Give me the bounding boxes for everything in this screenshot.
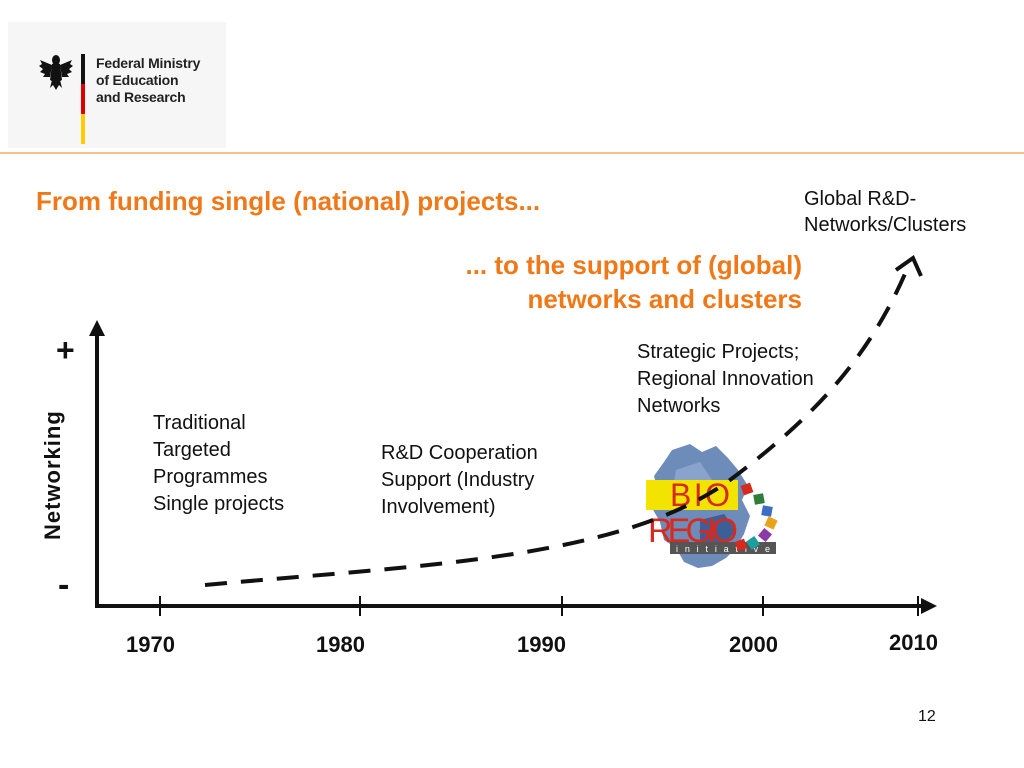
heading-to-networks-line-1: ... to the support of (global) [465,250,802,280]
ministry-name: Federal Ministry of Education and Resear… [96,55,200,106]
y-axis-label: Networking [40,410,65,540]
page-number: 12 [918,708,936,725]
global-networks-label: Global R&D- Networks/Clusters [804,186,966,238]
bioregio-yellow-band [646,480,738,510]
x-tick-label: 2000 [729,632,778,657]
global-networks-label-line-2: Networks/Clusters [804,214,967,236]
stage-cooperation-line: R&D Cooperation [381,442,538,464]
heading-to-networks: ... to the support of (global) networks … [390,248,802,316]
ministry-name-line-3: and Research [96,89,186,105]
stage-rd-cooperation: R&D Cooperation Support (Industry Involv… [381,440,538,521]
stage-strategic-line: Networks [637,395,721,417]
stage-strategic-line: Strategic Projects; [637,341,800,363]
stage-traditional-line: Targeted [153,439,231,461]
ministry-name-line-1: Federal Ministry [96,55,201,71]
x-tick-label: 1980 [316,632,365,657]
bioregio-tagline: i n i t i a t i v e [676,544,770,554]
y-axis-arrowhead [89,320,105,336]
y-axis-minus: - [58,566,70,604]
header-divider [0,152,1024,154]
federal-eagle-icon [39,55,73,90]
ministry-logo: Federal Ministry of Education and Resear… [8,22,226,148]
header: Federal Ministry of Education and Resear… [0,0,1024,154]
y-axis-plus: + [56,332,75,368]
networking-growth-curve [204,261,912,587]
stage-strategic-projects: Strategic Projects; Regional Innovation … [637,339,814,420]
x-tick-label: 1970 [126,632,175,657]
stage-traditional-line: Programmes [153,466,268,488]
stage-strategic-line: Regional Innovation [637,368,814,390]
stage-traditional-line: Traditional [153,412,246,434]
stage-cooperation-line: Support (Industry [381,469,535,491]
stage-traditional-programmes: Traditional Targeted Programmes Single p… [153,410,284,518]
bioregio-logo: BIO REGIO i n i t i a t i v e [646,444,778,568]
heading-from-single-projects: From funding single (national) projects.… [36,186,541,216]
global-networks-label-line-1: Global R&D- [804,188,917,210]
ministry-name-line-2: of Education [96,72,179,88]
bioregio-color-ribbon [734,482,778,552]
x-tick-label: 1990 [517,632,566,657]
stage-traditional-line: Single projects [153,493,285,515]
heading-to-networks-line-2: networks and clusters [527,284,802,314]
german-flag-bar [81,54,85,144]
stage-cooperation-line: Involvement) [381,496,496,518]
x-tick-label: 2010 [889,630,938,655]
growth-curve-arrowhead [894,254,923,277]
x-axis-arrowhead [921,598,937,614]
